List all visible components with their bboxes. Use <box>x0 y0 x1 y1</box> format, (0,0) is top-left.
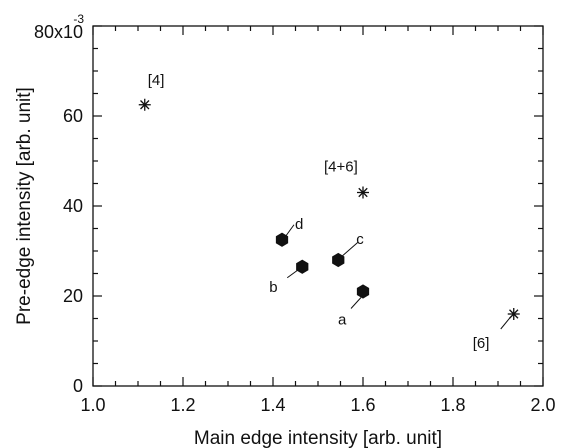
asterisk-point <box>507 308 520 320</box>
hexagon-point <box>332 252 345 268</box>
leader-line <box>500 317 511 330</box>
point-label: [6] <box>473 335 490 352</box>
data-marks <box>138 98 520 320</box>
point-label: d <box>295 216 303 233</box>
point-annotations: [4] [4+6] [6] a b c d <box>148 72 511 352</box>
point-label: a <box>338 312 347 329</box>
asterisk-point <box>357 186 369 199</box>
leader-line <box>350 297 362 309</box>
y-tick-label: 40 <box>63 196 83 216</box>
axis-ticks <box>92 25 544 387</box>
x-tick-label: 1.2 <box>170 395 195 415</box>
leader-line <box>341 241 359 257</box>
x-tick-label: 1.4 <box>260 395 285 415</box>
point-label: [4] <box>148 72 165 89</box>
hexagon-point <box>296 259 309 274</box>
point-label: c <box>356 231 364 248</box>
x-tick-label: 1.6 <box>350 395 375 415</box>
x-tick-label: 1.0 <box>80 395 105 415</box>
point-label: [4+6] <box>324 159 358 176</box>
y-tick-label: 60 <box>63 106 83 126</box>
leader-line <box>285 224 295 237</box>
y-tick-label: 80x10 <box>34 22 83 42</box>
x-tick-label: 1.8 <box>440 395 465 415</box>
y-axis-label: Pre-edge intensity [arb. unit] <box>14 87 35 325</box>
x-axis-label: Main edge intensity [arb. unit] <box>194 428 442 448</box>
x-tick-label: 2.0 <box>530 395 555 415</box>
tick-labels: 1.0 1.2 1.4 1.6 1.8 2.0 0 20 40 60 80x10-3 <box>34 12 556 415</box>
y-exponent-label: -3 <box>73 12 84 26</box>
y-tick-label: 0 <box>73 376 83 396</box>
hexagon-point <box>275 232 289 247</box>
point-label: b <box>269 279 277 296</box>
hexagon-point <box>356 284 370 299</box>
asterisk-point <box>138 98 151 111</box>
leader-line <box>286 269 299 279</box>
y-tick-label: 20 <box>63 286 83 306</box>
